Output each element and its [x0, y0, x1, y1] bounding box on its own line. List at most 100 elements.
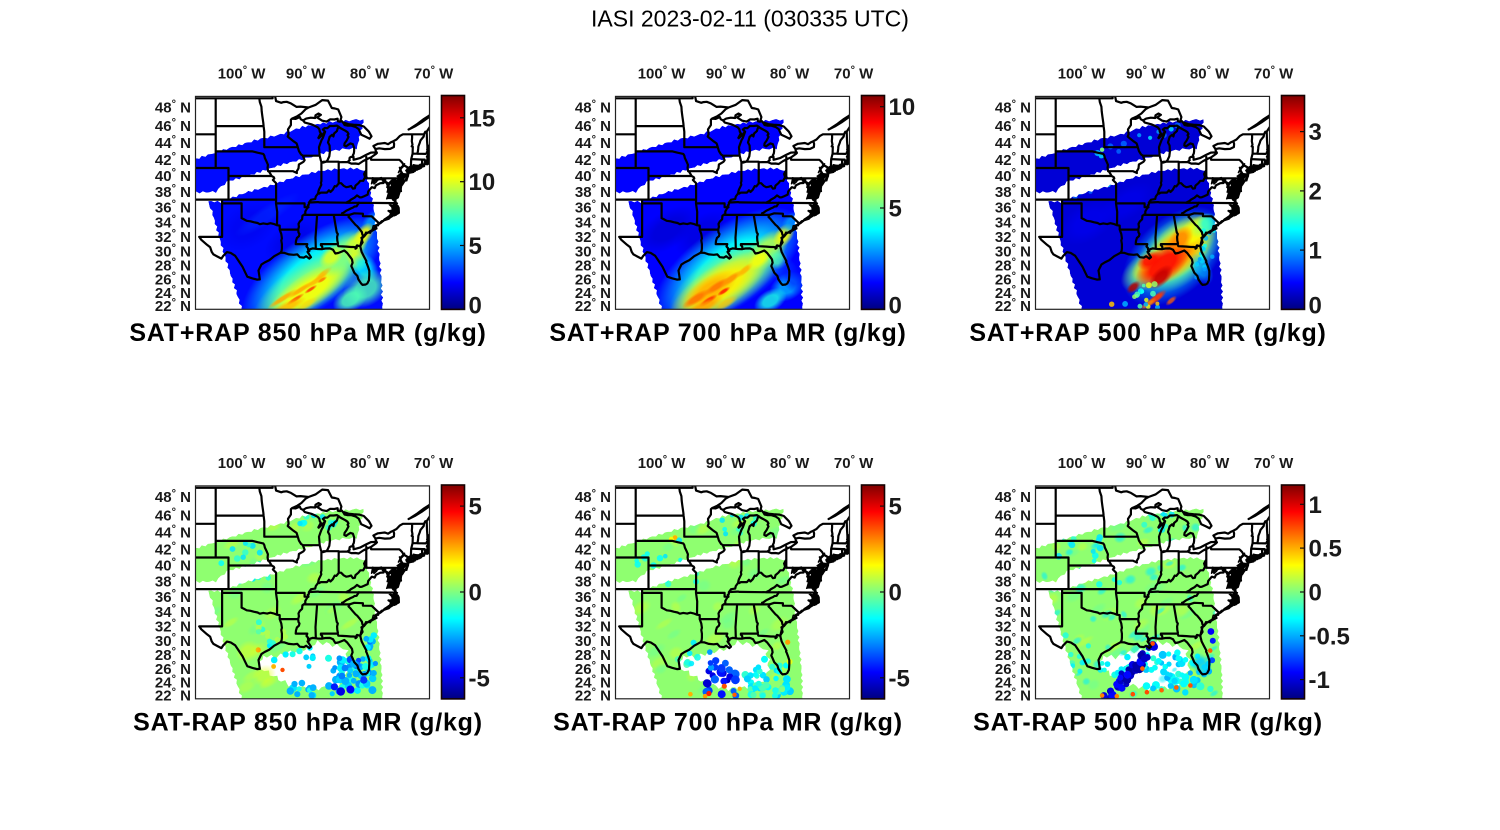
svg-text:70° W: 70° W: [834, 454, 874, 472]
svg-text:5: 5: [889, 494, 902, 521]
svg-text:28° N: 28° N: [575, 257, 611, 275]
svg-text:40° N: 40° N: [575, 557, 611, 575]
svg-text:100° W: 100° W: [1058, 64, 1107, 82]
svg-text:34° N: 34° N: [155, 603, 191, 621]
svg-text:0: 0: [889, 292, 902, 319]
svg-text:70° W: 70° W: [1254, 454, 1294, 472]
svg-text:46° N: 46° N: [995, 117, 1031, 135]
svg-text:22° N: 22° N: [155, 297, 191, 315]
svg-text:24° N: 24° N: [155, 673, 191, 691]
svg-text:40° N: 40° N: [995, 167, 1031, 185]
svg-text:36° N: 36° N: [995, 588, 1031, 606]
svg-text:-1: -1: [1309, 667, 1330, 694]
svg-text:42° N: 42° N: [575, 541, 611, 559]
svg-text:0: 0: [469, 292, 482, 319]
svg-text:28° N: 28° N: [155, 646, 191, 664]
svg-text:36° N: 36° N: [155, 588, 191, 606]
svg-text:90° W: 90° W: [1126, 454, 1166, 472]
svg-text:SAT+RAP 850 hPa MR (g/kg): SAT+RAP 850 hPa MR (g/kg): [129, 319, 486, 347]
svg-text:100° W: 100° W: [218, 454, 267, 472]
svg-text:38° N: 38° N: [155, 183, 191, 201]
svg-text:48° N: 48° N: [995, 99, 1031, 117]
svg-text:SAT-RAP 700 hPa MR (g/kg): SAT-RAP 700 hPa MR (g/kg): [553, 709, 903, 737]
svg-text:0.5: 0.5: [1309, 536, 1342, 563]
svg-text:32° N: 32° N: [155, 228, 191, 246]
svg-text:SAT-RAP 850 hPa MR (g/kg): SAT-RAP 850 hPa MR (g/kg): [133, 709, 483, 737]
svg-text:32° N: 32° N: [995, 228, 1031, 246]
svg-text:24° N: 24° N: [575, 284, 611, 302]
svg-text:48° N: 48° N: [155, 488, 191, 506]
svg-text:30° N: 30° N: [575, 242, 611, 260]
svg-text:44° N: 44° N: [995, 134, 1031, 152]
svg-text:46° N: 46° N: [155, 117, 191, 135]
svg-text:100° W: 100° W: [638, 454, 687, 472]
svg-text:0: 0: [889, 580, 902, 607]
svg-text:32° N: 32° N: [995, 618, 1031, 636]
svg-text:44° N: 44° N: [575, 524, 611, 542]
svg-text:70° W: 70° W: [414, 454, 454, 472]
svg-text:48° N: 48° N: [995, 488, 1031, 506]
svg-text:48° N: 48° N: [575, 488, 611, 506]
svg-text:30° N: 30° N: [155, 242, 191, 260]
svg-text:100° W: 100° W: [218, 64, 267, 82]
svg-text:22° N: 22° N: [575, 297, 611, 315]
svg-text:46° N: 46° N: [995, 506, 1031, 524]
svg-text:34° N: 34° N: [995, 213, 1031, 231]
svg-text:-5: -5: [469, 665, 490, 692]
svg-text:36° N: 36° N: [995, 198, 1031, 216]
svg-text:SAT+RAP 500 hPa MR (g/kg): SAT+RAP 500 hPa MR (g/kg): [969, 319, 1326, 347]
svg-text:1: 1: [1309, 492, 1322, 519]
svg-text:24° N: 24° N: [155, 284, 191, 302]
svg-text:3: 3: [1309, 119, 1322, 146]
svg-text:28° N: 28° N: [575, 646, 611, 664]
svg-text:26° N: 26° N: [155, 270, 191, 288]
svg-text:36° N: 36° N: [155, 198, 191, 216]
svg-text:44° N: 44° N: [995, 524, 1031, 542]
svg-text:42° N: 42° N: [155, 151, 191, 169]
svg-text:0: 0: [1309, 580, 1322, 607]
svg-text:38° N: 38° N: [575, 573, 611, 591]
svg-text:42° N: 42° N: [155, 541, 191, 559]
svg-text:26° N: 26° N: [575, 270, 611, 288]
svg-text:26° N: 26° N: [995, 270, 1031, 288]
svg-text:0: 0: [469, 580, 482, 607]
svg-text:80° W: 80° W: [1190, 454, 1230, 472]
svg-text:30° N: 30° N: [995, 242, 1031, 260]
svg-text:10: 10: [469, 169, 496, 196]
svg-text:34° N: 34° N: [575, 213, 611, 231]
svg-text:90° W: 90° W: [286, 64, 326, 82]
svg-text:48° N: 48° N: [575, 99, 611, 117]
svg-text:24° N: 24° N: [995, 284, 1031, 302]
svg-text:44° N: 44° N: [155, 524, 191, 542]
svg-text:38° N: 38° N: [995, 573, 1031, 591]
svg-text:0: 0: [1309, 292, 1322, 319]
svg-text:-0.5: -0.5: [1309, 623, 1350, 650]
svg-text:40° N: 40° N: [155, 167, 191, 185]
svg-text:42° N: 42° N: [575, 151, 611, 169]
svg-text:44° N: 44° N: [155, 134, 191, 152]
svg-text:46° N: 46° N: [155, 506, 191, 524]
svg-text:80° W: 80° W: [770, 64, 810, 82]
svg-text:36° N: 36° N: [575, 588, 611, 606]
svg-text:70° W: 70° W: [1254, 64, 1294, 82]
svg-text:40° N: 40° N: [575, 167, 611, 185]
svg-text:34° N: 34° N: [575, 603, 611, 621]
svg-text:SAT+RAP 700 hPa MR (g/kg): SAT+RAP 700 hPa MR (g/kg): [549, 319, 906, 347]
svg-text:40° N: 40° N: [155, 557, 191, 575]
svg-text:34° N: 34° N: [155, 213, 191, 231]
svg-text:46° N: 46° N: [575, 117, 611, 135]
svg-text:24° N: 24° N: [575, 673, 611, 691]
svg-text:1: 1: [1309, 238, 1322, 265]
svg-text:22° N: 22° N: [575, 687, 611, 705]
svg-text:2: 2: [1309, 178, 1322, 205]
svg-text:34° N: 34° N: [995, 603, 1031, 621]
svg-text:90° W: 90° W: [706, 454, 746, 472]
svg-text:42° N: 42° N: [995, 541, 1031, 559]
svg-text:32° N: 32° N: [575, 618, 611, 636]
svg-text:30° N: 30° N: [155, 632, 191, 650]
svg-text:80° W: 80° W: [770, 454, 810, 472]
svg-text:38° N: 38° N: [155, 573, 191, 591]
svg-text:IASI 2023-02-11 (030335 UTC): IASI 2023-02-11 (030335 UTC): [591, 6, 909, 32]
svg-text:90° W: 90° W: [1126, 64, 1166, 82]
svg-text:22° N: 22° N: [995, 687, 1031, 705]
